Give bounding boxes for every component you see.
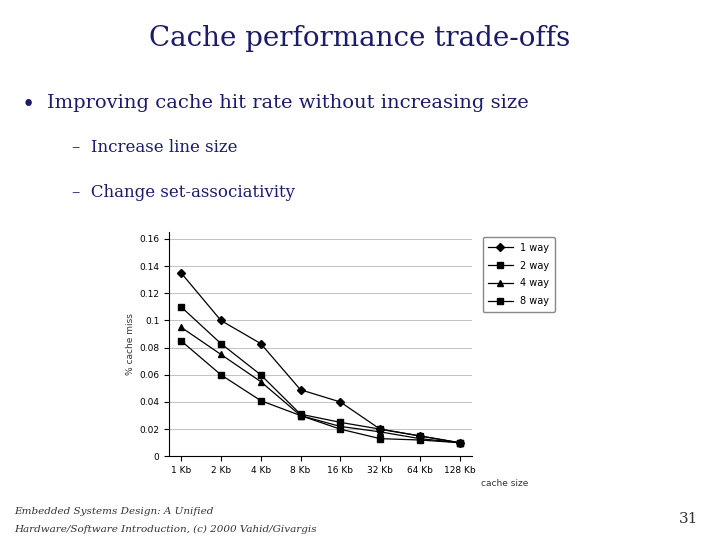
Y-axis label: % cache miss: % cache miss: [126, 313, 135, 375]
Text: 31: 31: [679, 511, 698, 525]
4 way: [177, 324, 186, 330]
Line: 2 way: 2 way: [179, 304, 462, 446]
2 way: [256, 372, 265, 378]
1 way: [177, 269, 186, 276]
4 way: [256, 379, 265, 385]
2 way: [336, 419, 345, 426]
Text: Improving cache hit rate without increasing size: Improving cache hit rate without increas…: [47, 94, 528, 112]
Text: Hardware/Software Introduction, (c) 2000 Vahid/Givargis: Hardware/Software Introduction, (c) 2000…: [14, 524, 317, 534]
2 way: [296, 411, 305, 417]
4 way: [415, 435, 424, 442]
Text: cache size: cache size: [481, 478, 528, 488]
1 way: [256, 340, 265, 347]
Text: –  Change set-associativity: – Change set-associativity: [72, 184, 295, 201]
1 way: [336, 399, 345, 405]
Line: 8 way: 8 way: [179, 338, 462, 446]
Text: –  Increase line size: – Increase line size: [72, 139, 238, 156]
2 way: [177, 303, 186, 310]
Text: •: •: [22, 94, 35, 116]
8 way: [455, 440, 464, 446]
1 way: [296, 387, 305, 393]
Text: Cache performance trade-offs: Cache performance trade-offs: [149, 25, 571, 52]
4 way: [296, 413, 305, 419]
8 way: [296, 413, 305, 419]
2 way: [376, 426, 384, 433]
Legend: 1 way, 2 way, 4 way, 8 way: 1 way, 2 way, 4 way, 8 way: [482, 237, 555, 312]
4 way: [217, 351, 225, 357]
4 way: [455, 440, 464, 446]
8 way: [217, 372, 225, 378]
Line: 4 way: 4 way: [178, 324, 463, 446]
2 way: [415, 433, 424, 439]
Text: Embedded Systems Design: A Unified: Embedded Systems Design: A Unified: [14, 507, 214, 516]
4 way: [336, 423, 345, 430]
4 way: [376, 429, 384, 435]
2 way: [455, 440, 464, 446]
8 way: [415, 437, 424, 443]
8 way: [376, 435, 384, 442]
8 way: [177, 338, 186, 344]
8 way: [336, 426, 345, 433]
Line: 1 way: 1 way: [179, 270, 462, 446]
1 way: [217, 317, 225, 323]
1 way: [376, 426, 384, 433]
1 way: [415, 433, 424, 439]
1 way: [455, 440, 464, 446]
8 way: [256, 397, 265, 404]
2 way: [217, 340, 225, 347]
